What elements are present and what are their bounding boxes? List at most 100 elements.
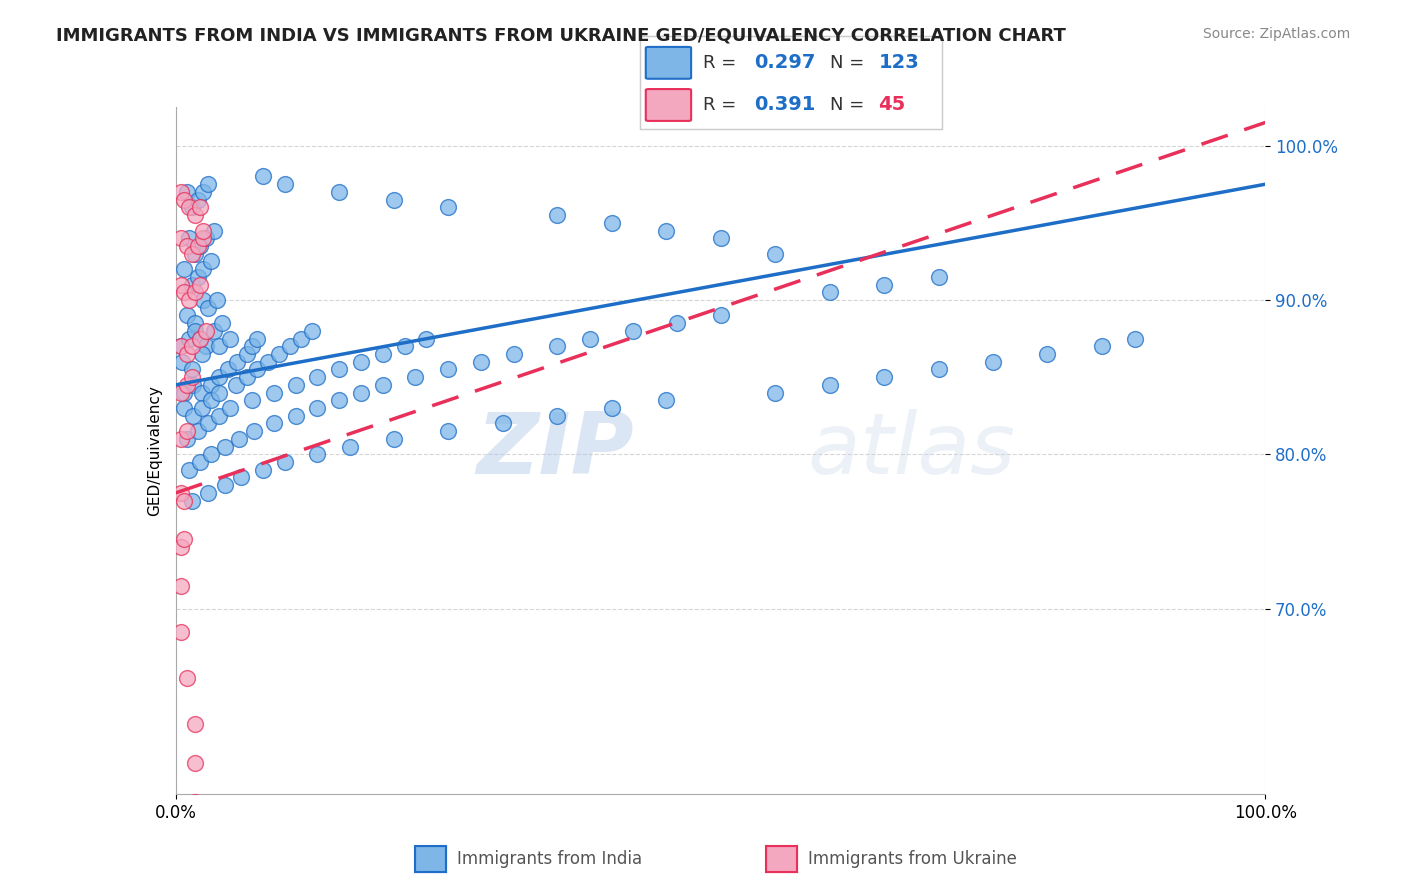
Point (170, 339, 193, 353)
Point (235, 347, 257, 361)
Point (301, 324, 323, 338)
Point (181, 409, 204, 423)
Point (231, 470, 253, 484)
Text: 45: 45 (879, 95, 905, 114)
Point (200, 447, 222, 461)
Point (371, 347, 394, 361)
Point (269, 347, 291, 361)
Point (208, 385, 231, 400)
Point (818, 285, 841, 300)
Point (350, 355, 373, 369)
Point (176, 377, 198, 392)
Point (225, 377, 247, 392)
Point (208, 370, 231, 384)
Text: Immigrants from Ukraine: Immigrants from Ukraine (808, 850, 1018, 868)
Point (170, 578, 193, 592)
Text: atlas: atlas (807, 409, 1015, 492)
Point (176, 239, 198, 253)
Point (181, 246, 204, 260)
Point (263, 417, 285, 431)
Point (184, 246, 207, 260)
Point (191, 347, 214, 361)
Point (170, 486, 193, 500)
Point (186, 193, 209, 207)
Point (184, 717, 207, 731)
Point (437, 200, 460, 214)
Text: 0.297: 0.297 (755, 54, 815, 72)
Point (191, 401, 214, 415)
Point (274, 178, 297, 192)
Point (177, 332, 200, 346)
Point (546, 409, 568, 423)
Point (763, 246, 786, 260)
Point (710, 309, 733, 323)
Point (176, 309, 198, 323)
Text: R =: R = (703, 96, 742, 114)
Point (191, 185, 214, 199)
Point (197, 417, 219, 431)
Point (214, 478, 236, 492)
Point (181, 200, 204, 214)
Point (188, 332, 211, 346)
Point (177, 841, 200, 855)
Point (415, 332, 437, 346)
Point (243, 424, 266, 438)
Point (252, 463, 274, 477)
Point (217, 362, 239, 376)
Text: 0.391: 0.391 (755, 95, 815, 114)
Point (173, 285, 195, 300)
Point (240, 393, 263, 408)
Point (219, 332, 242, 346)
Point (176, 347, 198, 361)
Point (202, 223, 225, 237)
Point (173, 193, 195, 207)
Point (170, 432, 193, 446)
Point (181, 339, 204, 353)
Point (197, 301, 219, 315)
Point (191, 293, 214, 307)
Point (173, 262, 195, 277)
Point (205, 293, 228, 307)
Point (181, 493, 204, 508)
Point (328, 393, 350, 408)
Point (188, 239, 211, 253)
Point (228, 432, 250, 446)
Point (186, 269, 209, 284)
Point (873, 370, 896, 384)
Point (284, 409, 307, 423)
Point (546, 339, 568, 353)
Point (184, 324, 207, 338)
Point (176, 185, 198, 199)
Point (307, 401, 329, 415)
FancyBboxPatch shape (645, 89, 692, 121)
Point (546, 208, 568, 222)
Point (382, 432, 405, 446)
Point (173, 385, 195, 400)
Text: N =: N = (830, 96, 870, 114)
Point (307, 447, 329, 461)
Point (195, 231, 218, 245)
Point (437, 424, 460, 438)
Point (195, 324, 218, 338)
Point (184, 756, 207, 770)
Point (621, 324, 644, 338)
Point (1036, 347, 1059, 361)
Point (170, 339, 193, 353)
Point (172, 355, 194, 369)
Point (1091, 339, 1114, 353)
Point (200, 393, 222, 408)
Text: N =: N = (830, 54, 870, 72)
Point (492, 417, 515, 431)
Text: IMMIGRANTS FROM INDIA VS IMMIGRANTS FROM UKRAINE GED/EQUIVALENCY CORRELATION CHA: IMMIGRANTS FROM INDIA VS IMMIGRANTS FROM… (56, 27, 1066, 45)
Point (173, 887, 195, 892)
Point (214, 440, 236, 454)
Point (173, 401, 195, 415)
Point (219, 401, 242, 415)
Point (177, 293, 200, 307)
Point (873, 277, 896, 292)
Point (188, 277, 211, 292)
Point (405, 370, 427, 384)
Point (186, 424, 209, 438)
Point (763, 385, 786, 400)
Point (170, 277, 193, 292)
